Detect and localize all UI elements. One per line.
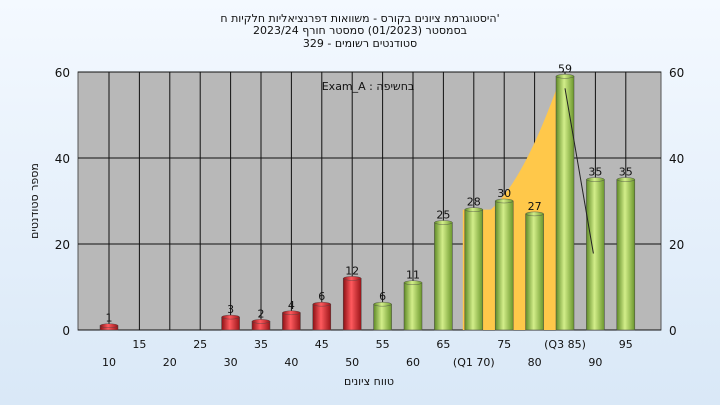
x-tick-label: 20	[163, 356, 177, 369]
y-tick-label-left: 0	[62, 324, 70, 338]
x-tick-label: 75	[497, 338, 511, 351]
bar-value-label: 2	[258, 307, 265, 320]
histogram-bar	[312, 303, 332, 331]
bar-value-label: 28	[467, 196, 481, 209]
x-tick-label: 10	[102, 356, 116, 369]
histogram-bar-top	[586, 177, 605, 182]
x-tick-label: 50	[345, 356, 359, 369]
histogram-bar	[464, 209, 484, 331]
histogram-bar-top	[616, 177, 635, 182]
chart-title-line-1: 'היסטוגרמת ציונים בקורס - משוואות דפרנצי…	[220, 12, 500, 25]
x-tick-label: (Q1 70)	[453, 356, 495, 369]
histogram-bar-top	[373, 302, 392, 307]
x-tick-label: 15	[132, 338, 146, 351]
histogram-bar	[434, 222, 453, 331]
y-tick-label-right: 60	[669, 66, 684, 80]
bar-value-label: 12	[345, 264, 359, 277]
bar-value-label: 25	[436, 209, 450, 222]
histogram-bar-top	[221, 314, 240, 320]
bar-value-label: 4	[288, 299, 295, 312]
x-tick-label: 55	[376, 338, 390, 351]
x-tick-label: 40	[284, 356, 298, 369]
bar-value-label: 35	[619, 166, 633, 179]
bar-value-label: 6	[379, 290, 386, 303]
x-tick-label: (Q3 85)	[544, 338, 586, 351]
plot-annotation: בחשיפה : Exam_A	[322, 80, 415, 93]
data-labels: 1 3 2 4 6 12 6 11 25 28 30 27 59 35 35	[106, 62, 633, 324]
x-tick-label: 25	[193, 338, 207, 351]
histogram-bar-top	[403, 280, 423, 285]
chart-title-line-2: בסמסטר (01/2023) סמסטר חורף 2023/24	[253, 24, 467, 37]
histogram-bar	[403, 282, 423, 331]
histogram-bar-top	[555, 74, 575, 79]
x-tick-label: 30	[224, 356, 238, 369]
histogram-bar-top	[525, 211, 544, 217]
histogram-bar-top	[343, 276, 362, 281]
y-tick-label-right: 20	[669, 238, 684, 252]
y-tick-label-right: 40	[669, 152, 684, 166]
x-tick-label: 95	[619, 338, 633, 351]
histogram-bar	[342, 278, 362, 331]
histogram-bar-top	[282, 310, 301, 315]
x-tick-label: 80	[528, 356, 542, 369]
histogram-bar	[555, 76, 575, 331]
histogram-bar	[282, 312, 301, 331]
y-tick-label-left: 20	[55, 238, 70, 252]
histogram-bar	[586, 179, 605, 331]
bar-value-label: 59	[558, 62, 572, 75]
bar-value-label: 1	[106, 312, 113, 325]
histogram-bar-top	[495, 198, 514, 204]
histogram-bar	[373, 303, 392, 331]
bar-value-label: 27	[528, 200, 542, 213]
histogram-bar-top	[99, 323, 119, 328]
x-tick-label: 35	[254, 338, 268, 351]
x-tick-label: 45	[315, 338, 329, 351]
x-tick-label: 90	[588, 356, 602, 369]
y-axis-label: מספר סטודנטים	[28, 163, 41, 239]
bar-value-label: 11	[406, 269, 420, 282]
x-axis-label: טווח ציונים	[344, 375, 394, 388]
histogram-bar	[525, 213, 544, 331]
connector-line	[564, 88, 594, 254]
x-tick-label: 65	[436, 338, 450, 351]
y-tick-label-left: 60	[55, 66, 70, 80]
histogram-bar-top	[251, 319, 271, 324]
y-tick-label-right: 0	[669, 324, 677, 338]
x-tick-label: 60	[406, 356, 420, 369]
bar-value-label: 6	[318, 290, 325, 303]
bar-value-label: 35	[588, 166, 602, 179]
histogram-bar	[494, 200, 514, 331]
y-tick-label-left: 40	[55, 152, 70, 166]
histogram-bar-top	[464, 207, 483, 212]
bars-group	[99, 74, 636, 331]
histogram-bar-top	[434, 220, 453, 225]
bar-value-label: 3	[227, 303, 234, 316]
bar-value-label: 30	[497, 187, 511, 200]
histogram-bar-top	[312, 302, 331, 307]
histogram-bar	[616, 179, 636, 331]
chart-title-line-3: סטודנטים רשומים - 329	[302, 37, 418, 50]
